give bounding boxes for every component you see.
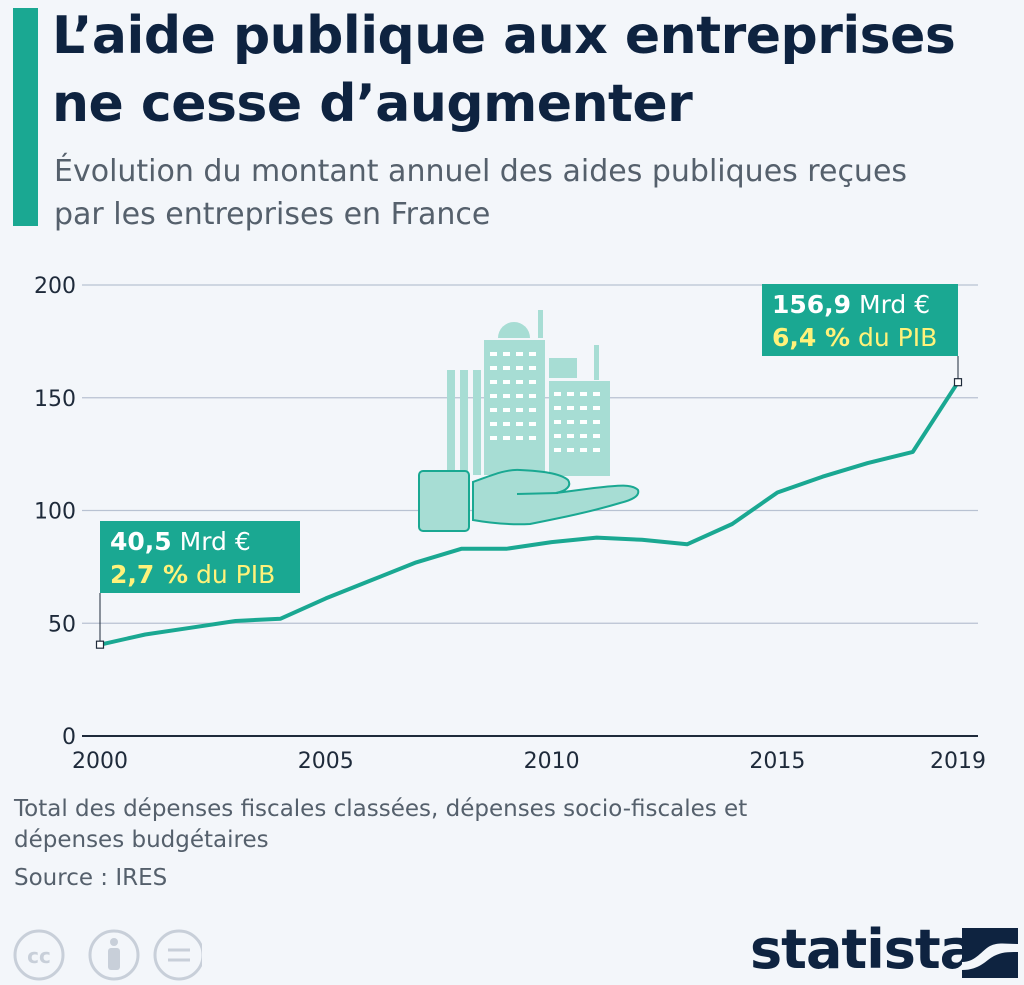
y-tick-label: 200 [34, 274, 76, 299]
no-derivatives-icon[interactable] [153, 929, 202, 981]
x-tick-label: 2015 [749, 749, 805, 774]
x-tick-label: 2005 [298, 749, 354, 774]
y-tick-label: 0 [62, 725, 76, 750]
data-point [821, 475, 825, 479]
annotation-pct-bold: 6,4 % [772, 323, 850, 352]
series-line [98, 380, 960, 647]
data-point [143, 633, 147, 637]
y-tick-label: 50 [48, 612, 76, 637]
annotation-value-bold: 40,5 [110, 527, 172, 556]
data-point [640, 538, 644, 542]
value-annotation: 40,5 Mrd € 2,7 % du PIB [95, 521, 300, 649]
data-point [279, 617, 283, 621]
source-link[interactable]: Source : IRES [14, 865, 168, 891]
data-point [866, 461, 870, 465]
annotation-value: 156,9 Mrd € [772, 290, 930, 319]
x-tick-label: 2010 [524, 749, 580, 774]
annotation-marker [953, 378, 963, 387]
y-axis-ticks: 0 50 100 150 200 [34, 274, 76, 750]
annotation-pct-unit: du PIB [850, 323, 937, 352]
chart-title: L’aide publique aux entreprises ne cesse… [52, 6, 956, 134]
statista-logo-icon[interactable] [962, 928, 1018, 978]
annotation-pct-unit: du PIB [188, 560, 275, 589]
data-point [504, 547, 508, 551]
annotation-value-unit: Mrd € [851, 290, 930, 319]
annotation-marker [95, 640, 105, 649]
annotation-value-bold: 156,9 [772, 290, 851, 319]
annotation-box [100, 521, 300, 593]
data-point [324, 596, 328, 600]
data-point [188, 626, 192, 630]
buildings-hand-icon [418, 310, 640, 532]
annotation-pct-bold: 2,7 % [110, 560, 188, 589]
data-points [98, 380, 960, 647]
annotation-value-unit: Mrd € [172, 527, 251, 556]
x-tick-label: 2000 [72, 749, 128, 774]
annotation-pct: 6,4 % du PIB [772, 323, 937, 352]
data-point [730, 522, 734, 526]
y-tick-label: 100 [34, 500, 76, 525]
chart-subtitle: Évolution du montant annuel des aides pu… [54, 154, 908, 232]
x-axis-ticks: 2000 2005 2010 2015 2019 [72, 749, 986, 774]
accent-bar [13, 8, 38, 226]
annotation-box [762, 284, 958, 356]
data-point [369, 578, 373, 582]
annotation-pct: 2,7 % du PIB [110, 560, 275, 589]
line-chart: 0 50 100 150 200 2000 2005 2010 2015 2019 [34, 274, 986, 774]
license-icons[interactable]: cc [12, 928, 202, 984]
x-tick-label: 2019 [930, 749, 986, 774]
data-point [233, 619, 237, 623]
data-point [550, 540, 554, 544]
data-point [685, 542, 689, 546]
y-tick-label: 150 [34, 387, 76, 412]
attribution-icon[interactable] [88, 929, 140, 981]
data-point [459, 547, 463, 551]
svg-text:cc: cc [27, 944, 51, 968]
data-point [911, 450, 915, 454]
data-point [595, 536, 599, 540]
annotation-value: 40,5 Mrd € [110, 527, 251, 556]
data-point [414, 560, 418, 564]
data-point [775, 490, 779, 494]
value-annotation: 156,9 Mrd €6,4 % du PIB [762, 284, 963, 387]
footnote: Total des dépenses fiscales classées, dé… [14, 796, 748, 853]
creative-commons-icon[interactable]: cc [13, 929, 65, 981]
statista-wordmark[interactable]: statista [750, 918, 976, 981]
